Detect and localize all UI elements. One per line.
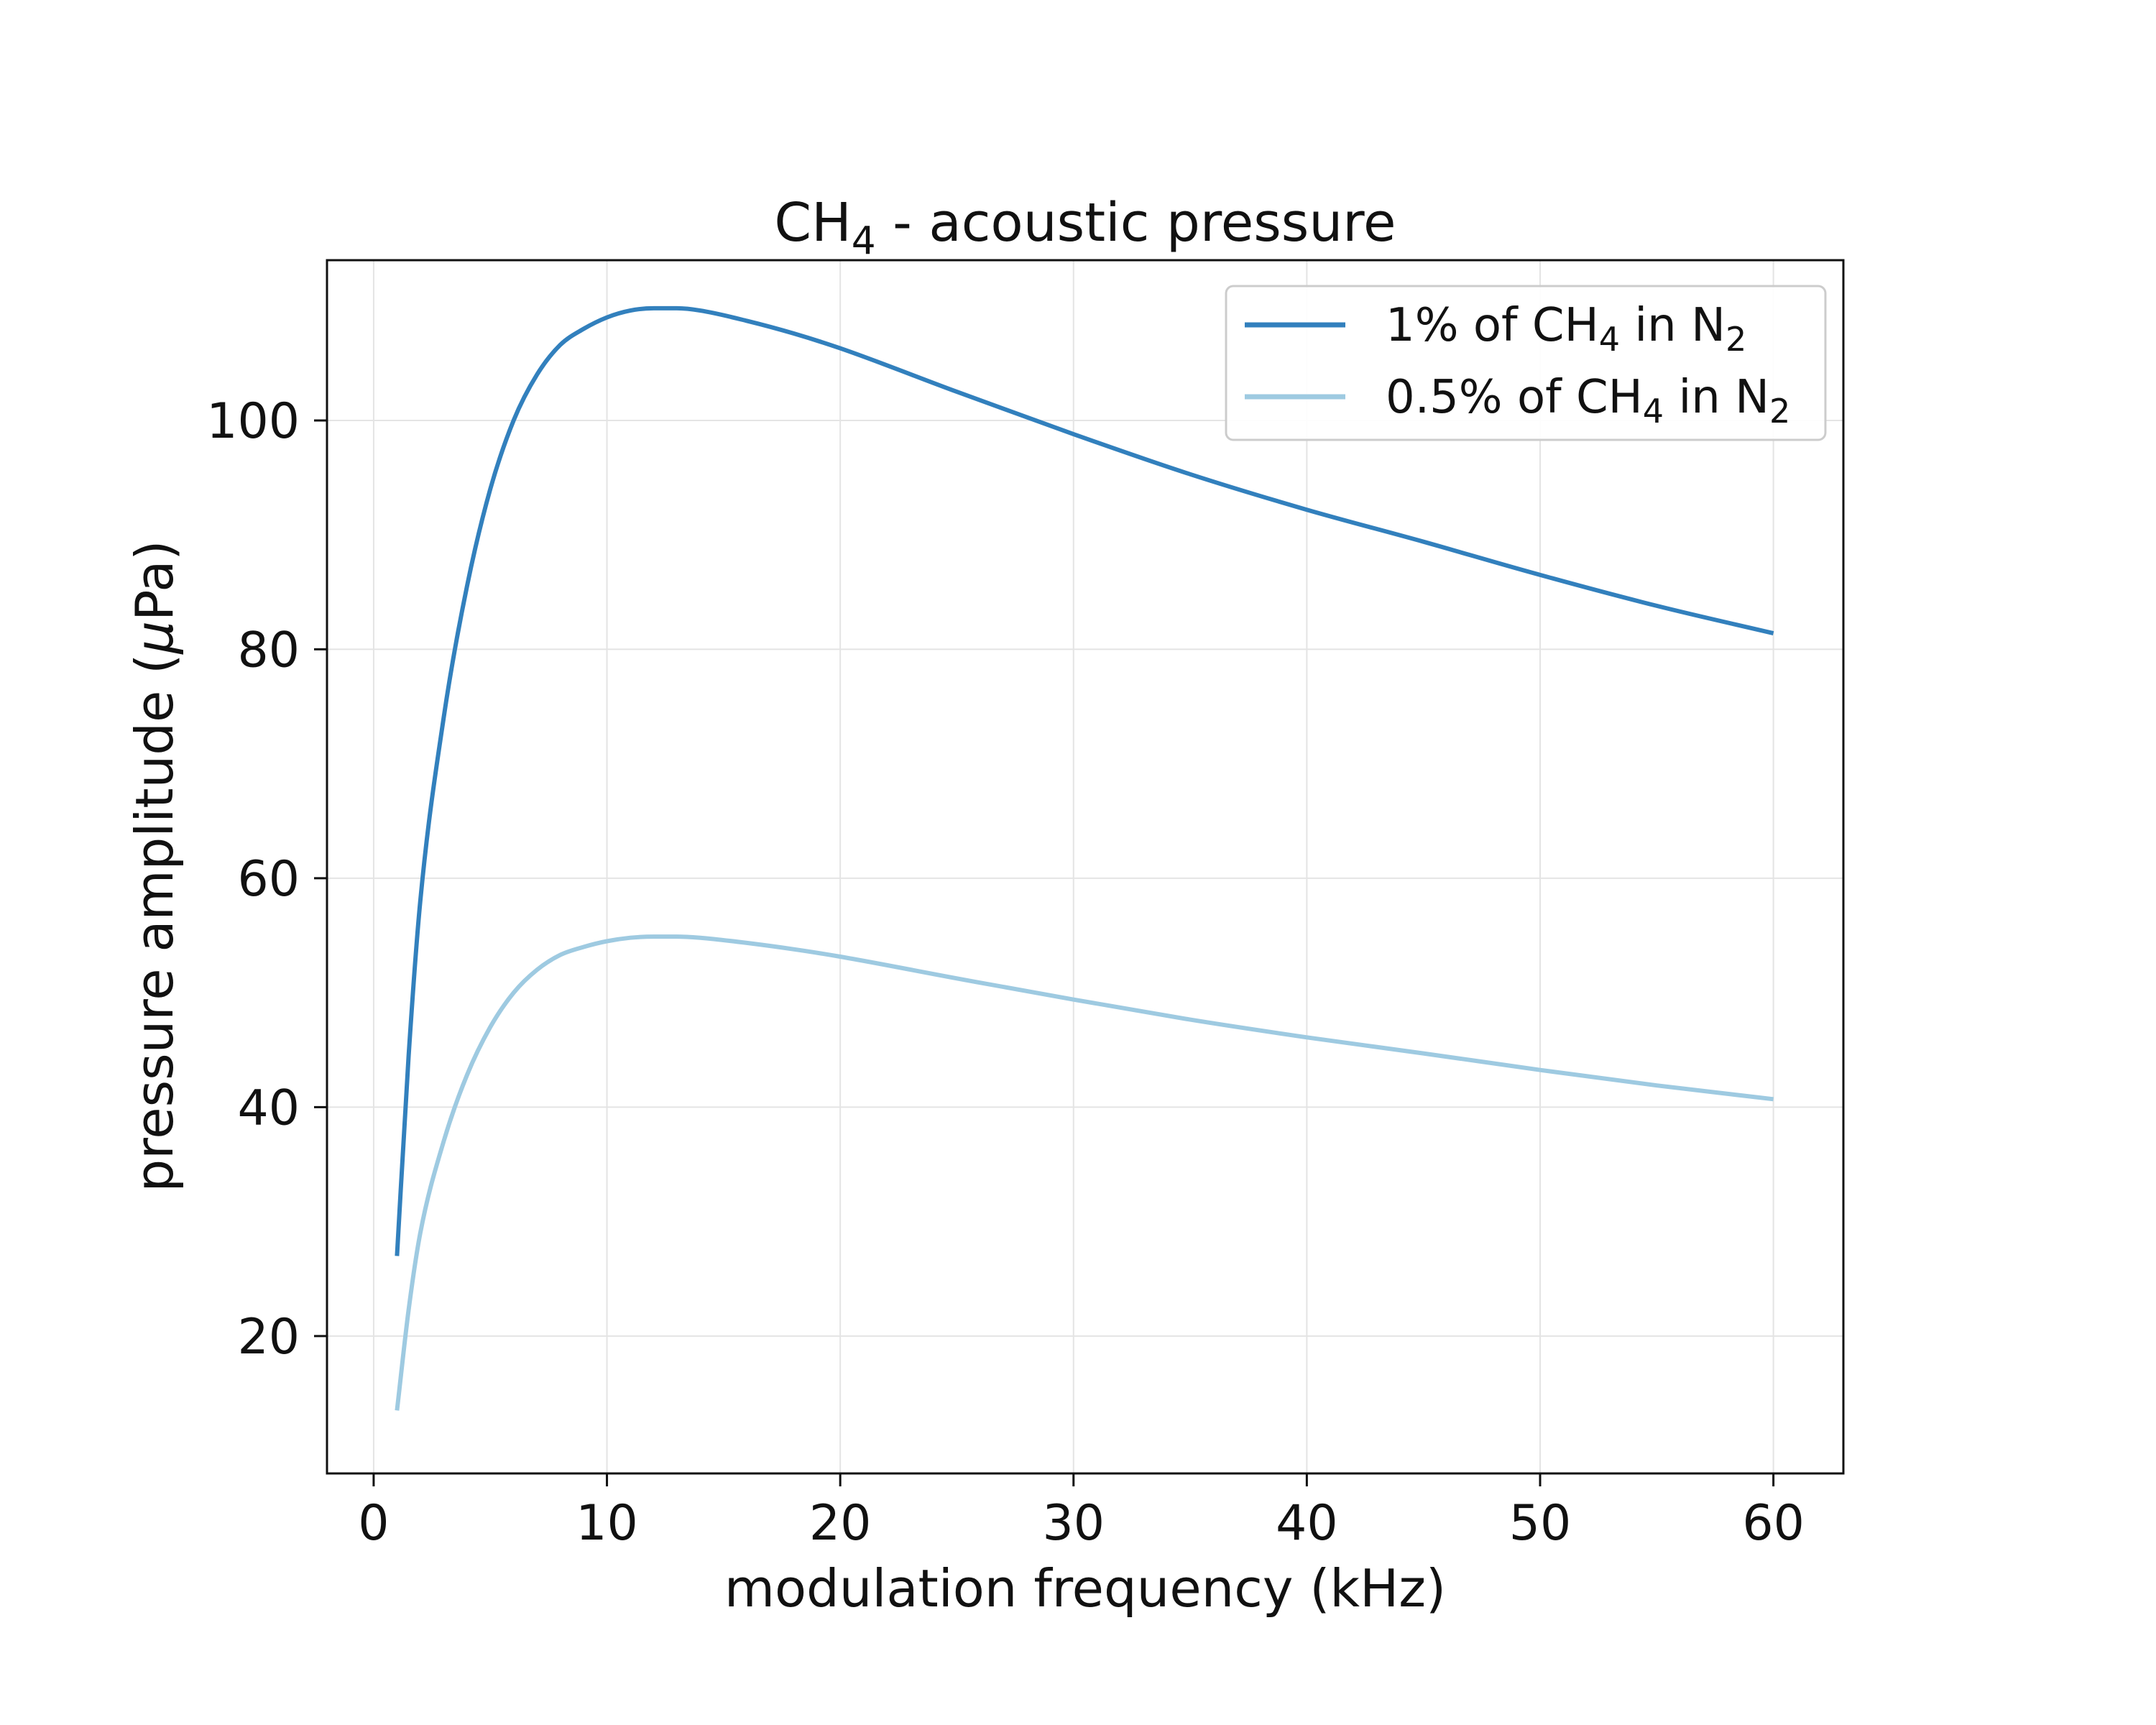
x-axis-label: modulation frequency (kHz) xyxy=(724,1558,1446,1619)
legend-label-1-part-b: in N xyxy=(1620,299,1726,352)
y-axis-label-mu: μ xyxy=(124,621,185,655)
chart-title-subscript: 4 xyxy=(852,218,876,263)
y-tick-label: 20 xyxy=(237,1309,300,1366)
y-tick-label: 40 xyxy=(237,1080,300,1136)
y-axis-label: pressure amplitude (μPa) xyxy=(124,540,185,1192)
x-tick-label: 20 xyxy=(809,1495,872,1552)
x-tick-label: 30 xyxy=(1043,1495,1105,1552)
y-axis-label-before: pressure amplitude ( xyxy=(124,654,185,1192)
y-tick-label: 80 xyxy=(237,622,300,678)
ticks: 0 10 20 30 40 50 60 20 40 60 80 100 xyxy=(206,393,1805,1552)
legend-frame xyxy=(1225,285,1827,441)
chart-title-rest: - acoustic pressure xyxy=(876,192,1396,254)
series-layer xyxy=(395,305,1774,1411)
legend-label-2-part-a: 0.5% of CH xyxy=(1386,371,1643,424)
legend-label-1-part-a: 1% of CH xyxy=(1386,299,1599,352)
legend-label-1-sub-a: 4 xyxy=(1599,320,1620,359)
legend: 1% of CH4 in N2 0.5% of CH4 in N2 xyxy=(1225,285,1827,441)
y-tick-label: 60 xyxy=(237,851,300,908)
legend-label-2-sub-a: 4 xyxy=(1643,392,1664,431)
x-tick-label: 0 xyxy=(358,1495,389,1552)
chart-title: CH4 - acoustic pressure xyxy=(774,192,1396,263)
legend-label-2-part-b: in N xyxy=(1664,371,1769,424)
series-line-1 xyxy=(395,305,1774,1256)
legend-label-1: 1% of CH4 in N2 xyxy=(1386,299,1746,359)
x-tick-label: 10 xyxy=(576,1495,638,1552)
plot-frame xyxy=(326,259,1845,1475)
y-axis-label-after: Pa) xyxy=(124,540,185,621)
legend-label-2: 0.5% of CH4 in N2 xyxy=(1386,371,1790,431)
x-tick-label: 60 xyxy=(1742,1495,1805,1552)
grid xyxy=(327,260,1843,1473)
legend-entry-1: 1% of CH4 in N2 xyxy=(1245,299,1746,359)
x-tick-label: 50 xyxy=(1509,1495,1572,1552)
legend-label-2-sub-b: 2 xyxy=(1769,392,1790,431)
series-line-2 xyxy=(395,934,1774,1411)
y-tick-label: 100 xyxy=(206,393,300,450)
legend-label-1-sub-b: 2 xyxy=(1726,320,1746,359)
x-tick-label: 40 xyxy=(1276,1495,1338,1552)
legend-entry-2: 0.5% of CH4 in N2 xyxy=(1245,371,1790,431)
chart-title-main: CH xyxy=(774,192,851,254)
